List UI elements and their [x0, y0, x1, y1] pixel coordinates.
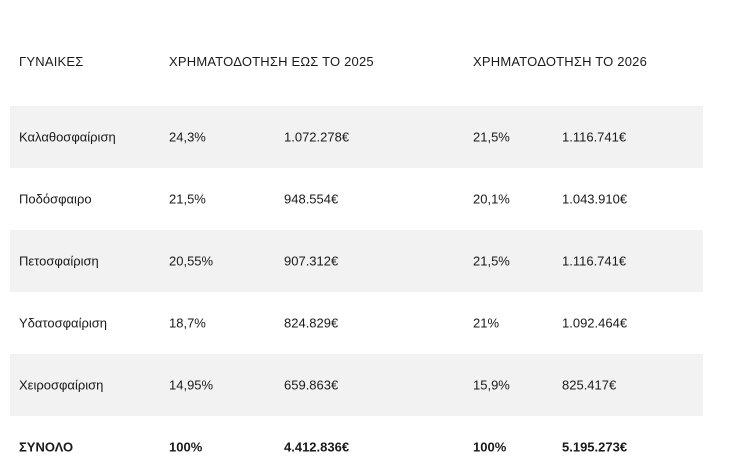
- amount-2026: 825.417€: [562, 377, 617, 393]
- sport-name: Ποδόσφαιρο: [19, 191, 92, 207]
- total-amount-2026: 5.195.273€: [562, 439, 628, 455]
- sport-name: Πετοσφαίριση: [19, 253, 99, 269]
- total-amount-2025: 4.412.836€: [284, 439, 350, 455]
- amount-2026: 1.092.464€: [562, 315, 628, 331]
- table-row: Υδατοσφαίριση 18,7% 824.829€ 21% 1.092.4…: [10, 292, 703, 354]
- percent-2026: 15,9%: [473, 377, 510, 393]
- percent-2025: 24,3%: [169, 129, 206, 145]
- amount-2025: 1.072.278€: [284, 129, 350, 145]
- table-header: ΓΥΝΑΙΚΕΣ ΧΡΗΜΑΤΟΔΟΤΗΣΗ ΕΩΣ ΤΟ 2025 ΧΡΗΜΑ…: [0, 0, 744, 106]
- header-women: ΓΥΝΑΙΚΕΣ: [19, 54, 84, 69]
- percent-2025: 18,7%: [169, 315, 206, 331]
- total-percent-2026: 100%: [473, 439, 507, 455]
- table-row: Ποδόσφαιρο 21,5% 948.554€ 20,1% 1.043.91…: [10, 168, 703, 230]
- percent-2026: 21,5%: [473, 253, 510, 269]
- header-funding-2025: ΧΡΗΜΑΤΟΔΟΤΗΣΗ ΕΩΣ ΤΟ 2025: [169, 54, 374, 69]
- amount-2025: 824.829€: [284, 315, 339, 331]
- percent-2026: 20,1%: [473, 191, 510, 207]
- amount-2026: 1.116.741€: [562, 129, 627, 145]
- amount-2025: 948.554€: [284, 191, 339, 207]
- amount-2026: 1.116.741€: [562, 253, 627, 269]
- percent-2025: 20,55%: [169, 253, 214, 269]
- percent-2026: 21%: [473, 315, 500, 331]
- sport-name: Χειροσφαίριση: [19, 377, 104, 393]
- funding-table: Καλαθοσφαίριση 24,3% 1.072.278€ 21,5% 1.…: [10, 106, 703, 470]
- sport-name: Καλαθοσφαίριση: [19, 129, 116, 145]
- total-percent-2025: 100%: [169, 439, 203, 455]
- table-row: Χειροσφαίριση 14,95% 659.863€ 15,9% 825.…: [10, 354, 703, 416]
- table-row: Καλαθοσφαίριση 24,3% 1.072.278€ 21,5% 1.…: [10, 106, 703, 168]
- total-label: ΣΥΝΟΛΟ: [19, 439, 74, 455]
- percent-2026: 21,5%: [473, 129, 510, 145]
- table-row: Πετοσφαίριση 20,55% 907.312€ 21,5% 1.116…: [10, 230, 703, 292]
- amount-2025: 659.863€: [284, 377, 339, 393]
- header-funding-2026: ΧΡΗΜΑΤΟΔΟΤΗΣΗ ΤΟ 2026: [473, 54, 648, 69]
- amount-2025: 907.312€: [284, 253, 339, 269]
- total-row: ΣΥΝΟΛΟ 100% 4.412.836€ 100% 5.195.273€: [10, 416, 703, 470]
- sport-name: Υδατοσφαίριση: [19, 315, 107, 331]
- percent-2025: 14,95%: [169, 377, 214, 393]
- amount-2026: 1.043.910€: [562, 191, 628, 207]
- percent-2025: 21,5%: [169, 191, 206, 207]
